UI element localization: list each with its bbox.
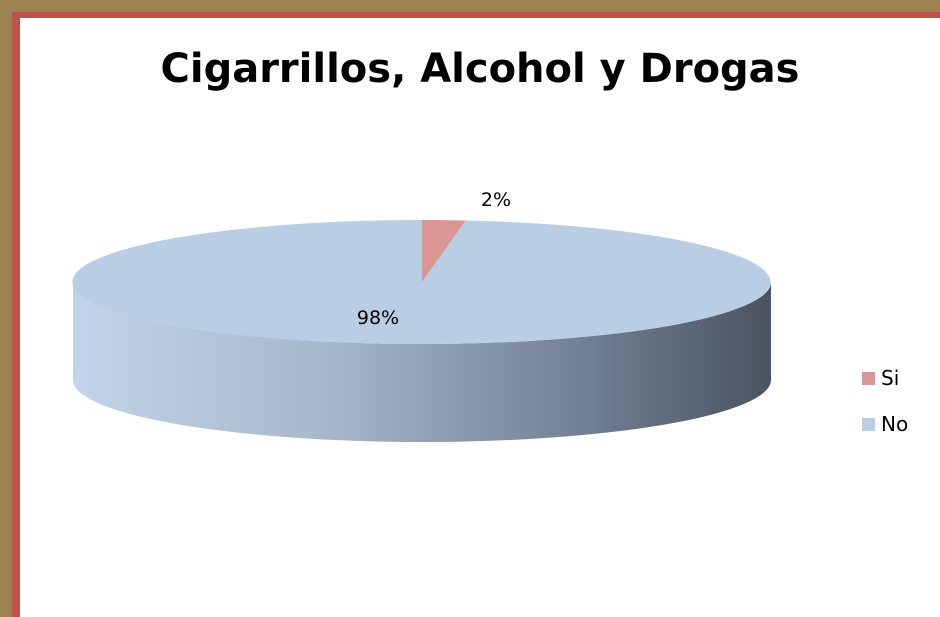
legend-swatch-si xyxy=(862,371,875,385)
frame-inner-left-border xyxy=(12,12,20,617)
legend-swatch-no xyxy=(862,417,875,431)
frame-left-border xyxy=(0,0,12,617)
legend-label-si: Si xyxy=(881,366,900,390)
legend-item-no: No xyxy=(862,401,908,447)
frame-top-border xyxy=(0,0,940,12)
legend: Si No xyxy=(862,355,908,447)
frame-inner-top-border xyxy=(12,12,940,18)
pie-slice-no xyxy=(72,219,771,344)
chart-title: Cigarrillos, Alcohol y Drogas xyxy=(160,46,800,92)
pie-slice-si xyxy=(422,220,466,282)
pie-side-no xyxy=(73,282,771,442)
data-label-no: 98% xyxy=(357,307,399,329)
data-label-si: 2% xyxy=(481,189,511,211)
legend-label-no: No xyxy=(881,412,909,436)
legend-item-si: Si xyxy=(862,355,908,401)
